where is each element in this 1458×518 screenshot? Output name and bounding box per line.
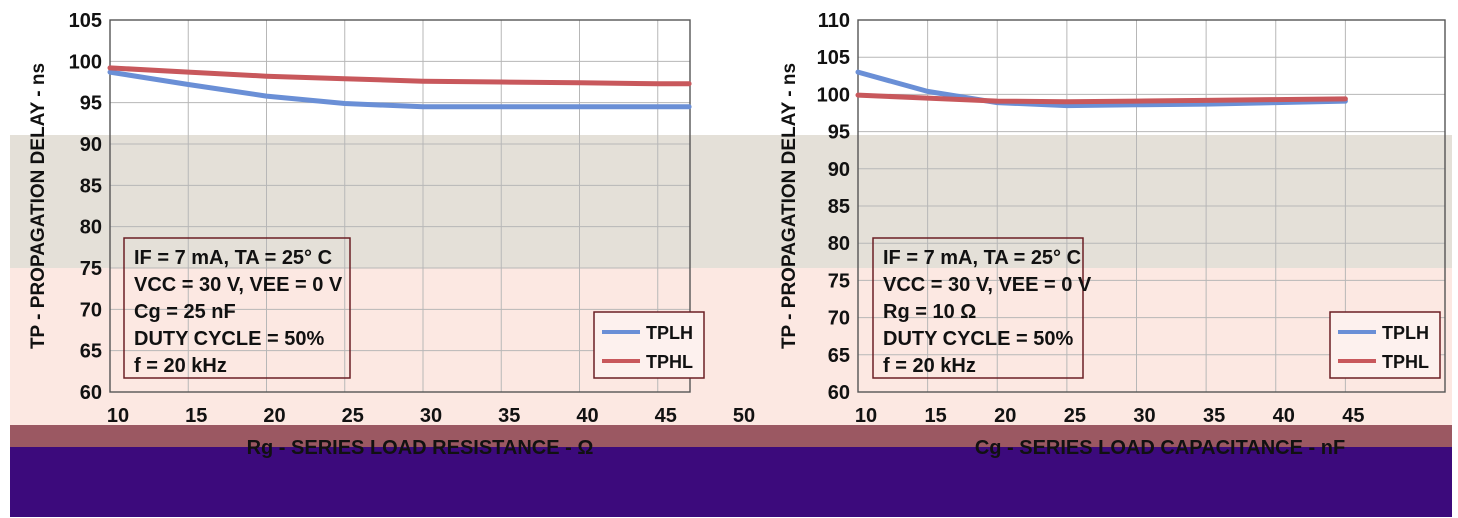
y-tick-label: 80 — [80, 217, 102, 239]
y-tick-label: 110 — [818, 10, 850, 32]
x-axis-label: Rg - SERIES LOAD RESISTANCE - Ω — [247, 437, 594, 459]
background-band-gray — [10, 135, 1452, 268]
conditions-box — [123, 237, 351, 379]
x-tick-label: 25 — [1064, 405, 1086, 427]
plot-frame — [109, 19, 691, 393]
condition-text: DUTY CYCLE = 50% — [883, 328, 1073, 350]
x-tick-label: 15 — [185, 405, 207, 427]
x-tick-label: 30 — [420, 405, 442, 427]
y-tick-label: 90 — [80, 134, 102, 156]
condition-text: f = 20 kHz — [134, 355, 227, 377]
condition-text: VCC = 30 V, VEE = 0 V — [134, 274, 343, 296]
chart-2: 60 65 70 75 80 85 90 95 100 105 110 10 15 20 25 30 35 40 4… — [779, 10, 1446, 459]
y-tick-label: 100 — [69, 51, 102, 73]
x-tick-label: 50 — [733, 405, 755, 427]
condition-text: Cg = 25 nF — [134, 301, 236, 323]
x-tick-label: 35 — [498, 405, 520, 427]
legend — [593, 311, 705, 379]
condition-text: Rg = 10 Ω — [883, 301, 976, 323]
x-tick-label: 45 — [1342, 405, 1364, 427]
plot-frame — [857, 19, 1446, 393]
y-tick-label: 105 — [817, 47, 850, 69]
y-tick-label: 70 — [828, 308, 850, 330]
series-line-tplh — [107, 69, 692, 110]
x-tick-label: 20 — [994, 405, 1016, 427]
condition-text: VCC = 30 V, VEE = 0 V — [883, 274, 1092, 296]
legend-label: TPLH — [646, 323, 693, 343]
background-band-purple — [10, 447, 1452, 517]
x-tick-label: 35 — [1203, 405, 1225, 427]
legend-label: TPLH — [1382, 323, 1429, 343]
y-tick-label: 95 — [828, 122, 850, 144]
y-tick-label: 95 — [80, 93, 102, 115]
series-line-tphl — [855, 92, 1348, 105]
x-tick-label: 10 — [107, 405, 129, 427]
x-tick-label: 25 — [342, 405, 364, 427]
y-tick-label: 70 — [80, 299, 102, 321]
y-axis-label: TP - PROPAGATION DELAY - ns — [28, 63, 49, 349]
y-tick-label: 75 — [828, 270, 850, 292]
y-tick-label: 60 — [828, 382, 850, 404]
x-tick-label: 30 — [1133, 405, 1155, 427]
condition-text: IF = 7 mA, TA = 25° C — [134, 247, 332, 269]
legend-label: TPHL — [646, 352, 693, 372]
y-tick-label: 90 — [828, 159, 850, 181]
x-tick-label: 15 — [925, 405, 947, 427]
x-tick-label: 20 — [263, 405, 285, 427]
y-tick-label: 80 — [828, 233, 850, 255]
legend — [1329, 311, 1441, 379]
conditions-box — [872, 237, 1084, 379]
y-tick-label: 60 — [80, 382, 102, 404]
chart-1: 60 65 70 75 80 85 90 95 100 105 10 15 20 25 30 35 40 45 50… — [28, 10, 755, 459]
x-axis-label: Cg - SERIES LOAD CAPACITANCE - nF — [975, 437, 1345, 459]
y-tick-label: 65 — [80, 341, 102, 363]
background-band-maroon — [10, 425, 1452, 447]
y-tick-label: 85 — [80, 175, 102, 197]
background-band-pink — [10, 268, 1452, 425]
condition-text: f = 20 kHz — [883, 355, 976, 377]
x-tick-label: 45 — [655, 405, 677, 427]
y-tick-label: 105 — [69, 10, 102, 32]
y-axis-label: TP - PROPAGATION DELAY - ns — [779, 63, 800, 349]
series-line-tplh — [855, 69, 1348, 109]
y-tick-label: 100 — [817, 84, 850, 106]
y-tick-label: 85 — [828, 196, 850, 218]
legend-label: TPHL — [1382, 352, 1429, 372]
series-line-tphl — [107, 65, 692, 87]
x-tick-label: 40 — [1273, 405, 1295, 427]
y-tick-label: 75 — [80, 258, 102, 280]
x-tick-label: 40 — [576, 405, 598, 427]
y-tick-label: 65 — [828, 345, 850, 367]
condition-text: DUTY CYCLE = 50% — [134, 328, 324, 350]
condition-text: IF = 7 mA, TA = 25° C — [883, 247, 1081, 269]
x-tick-label: 10 — [855, 405, 877, 427]
